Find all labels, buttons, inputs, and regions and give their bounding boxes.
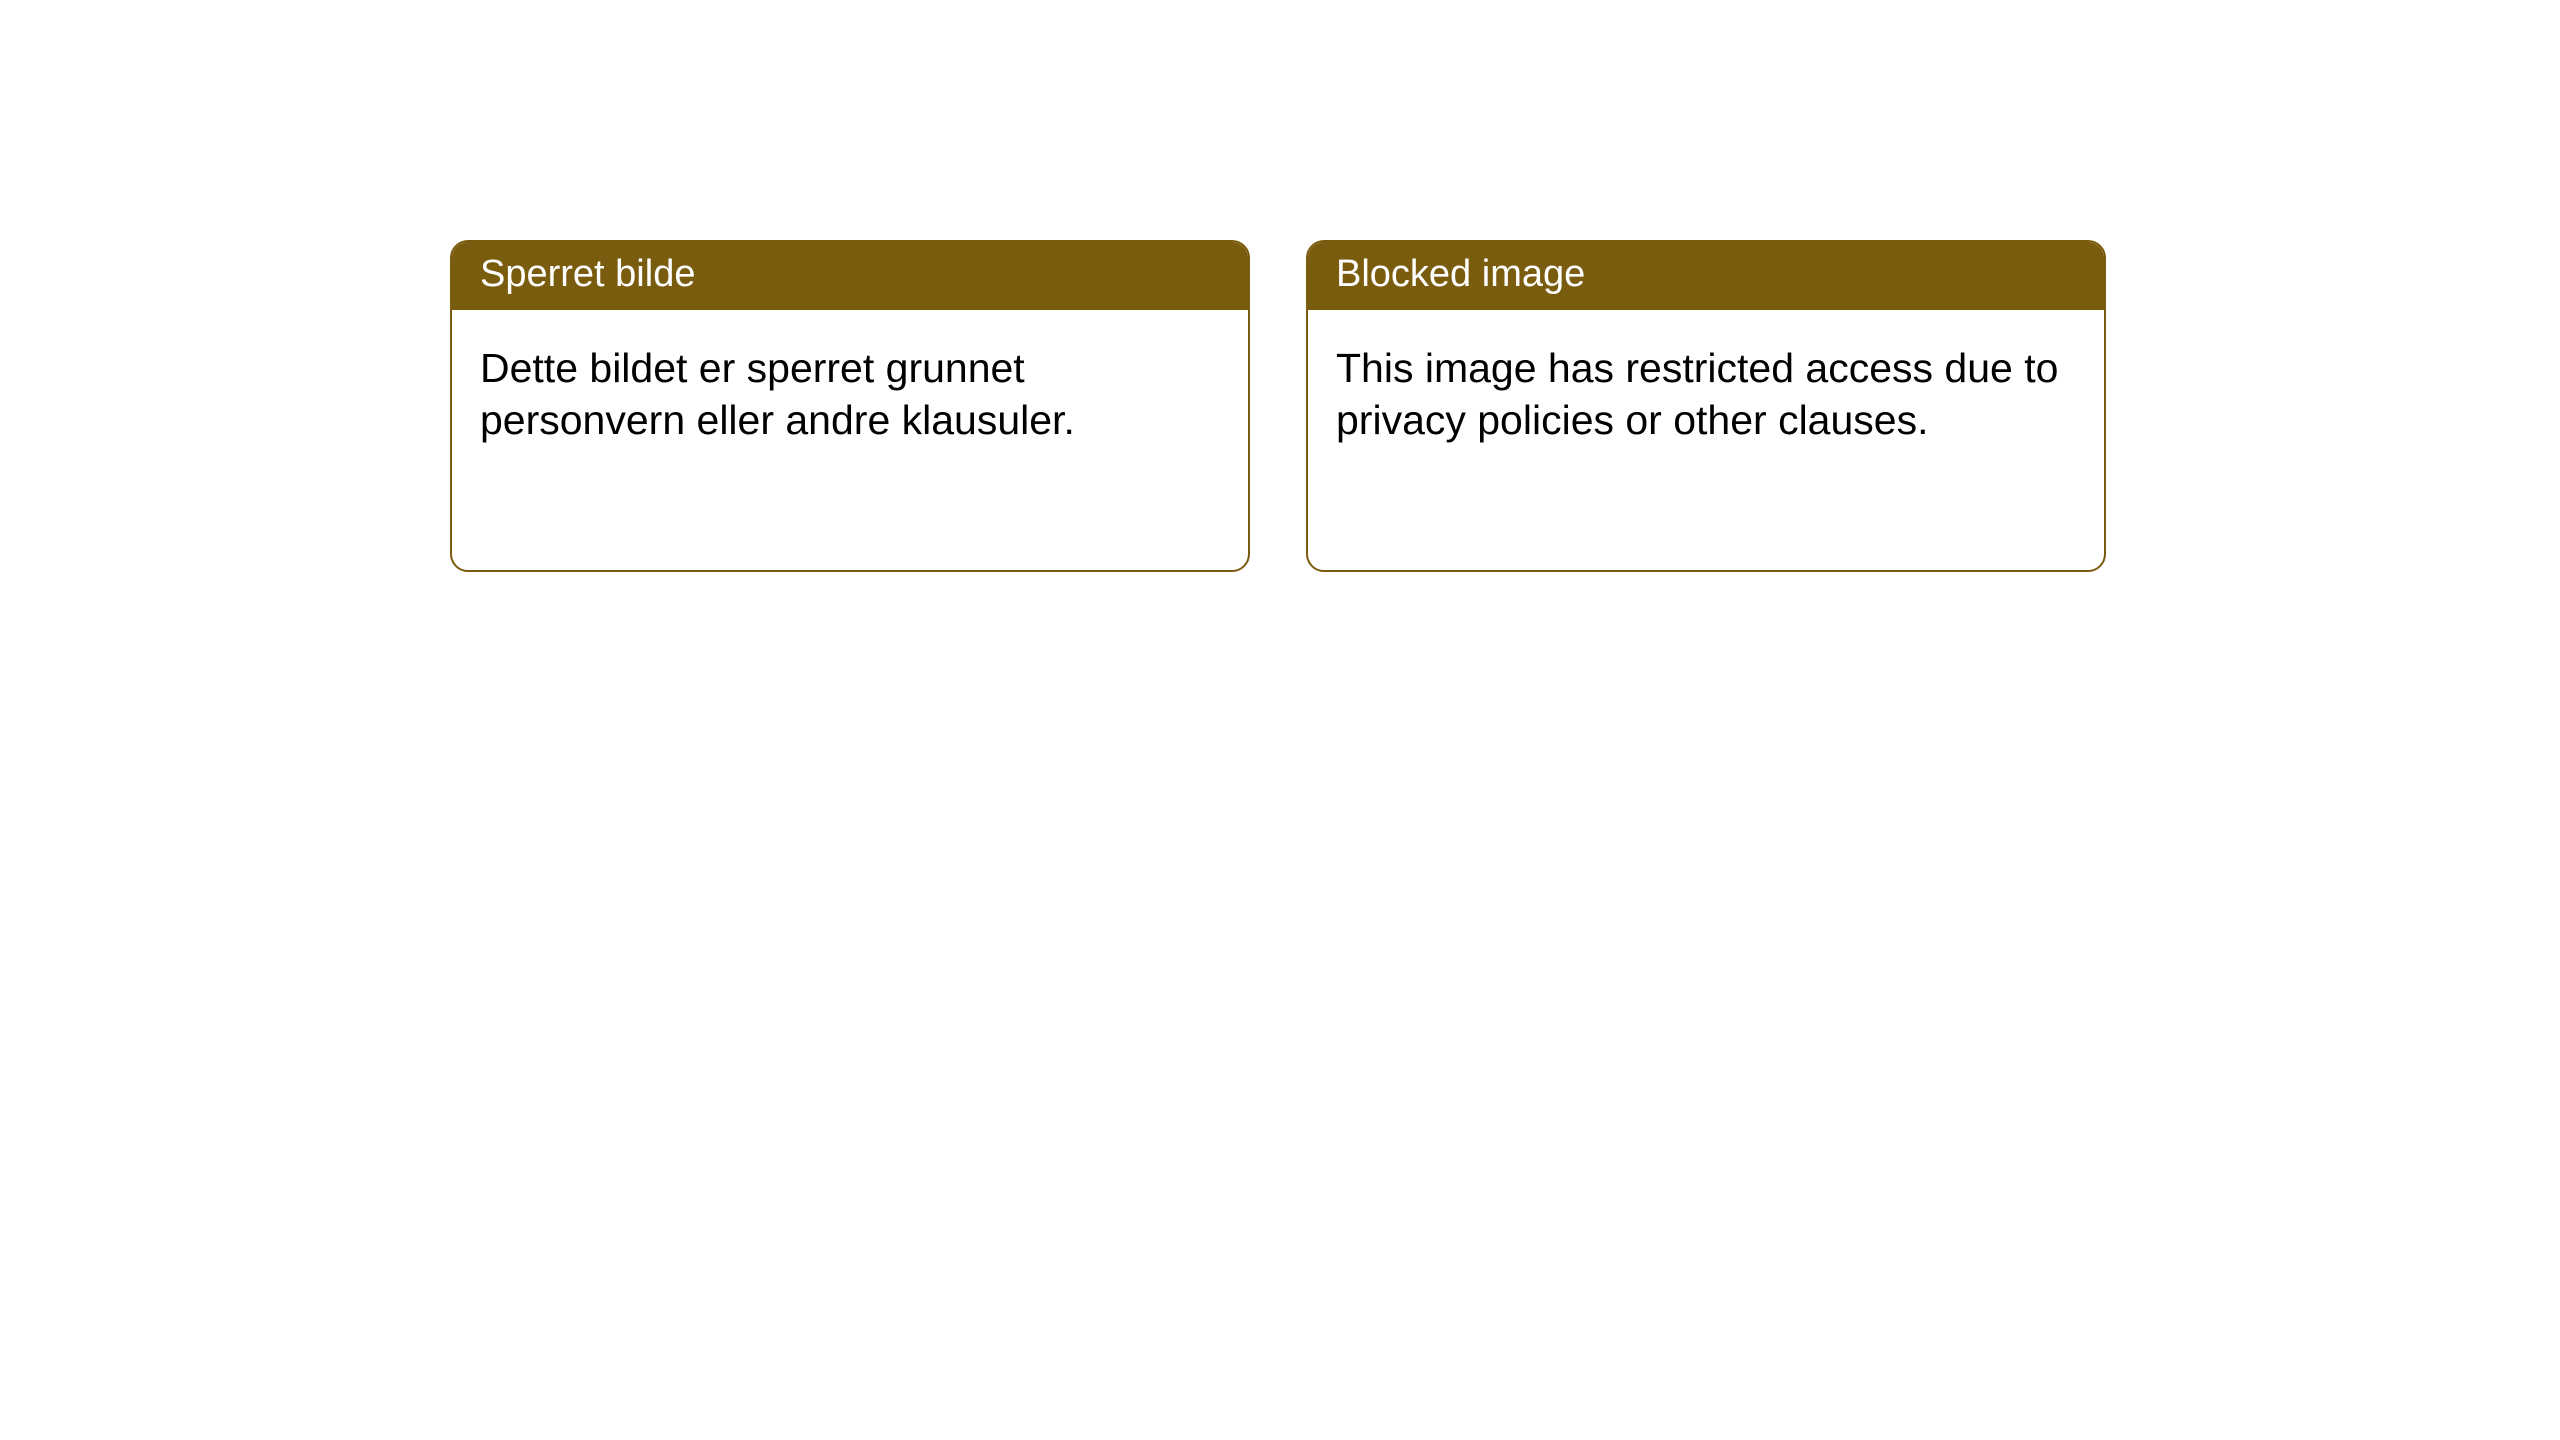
notice-card-text: This image has restricted access due to …	[1336, 345, 2058, 443]
notice-container: Sperret bilde Dette bildet er sperret gr…	[450, 240, 2106, 572]
notice-card-header: Blocked image	[1308, 242, 2104, 310]
notice-card-title: Blocked image	[1336, 253, 1585, 295]
notice-card-body: Dette bildet er sperret grunnet personve…	[452, 310, 1248, 478]
notice-card-text: Dette bildet er sperret grunnet personve…	[480, 345, 1075, 443]
notice-card-title: Sperret bilde	[480, 253, 695, 295]
notice-card-body: This image has restricted access due to …	[1308, 310, 2104, 478]
notice-card-en: Blocked image This image has restricted …	[1306, 240, 2106, 572]
notice-card-no: Sperret bilde Dette bildet er sperret gr…	[450, 240, 1250, 572]
notice-card-header: Sperret bilde	[452, 242, 1248, 310]
